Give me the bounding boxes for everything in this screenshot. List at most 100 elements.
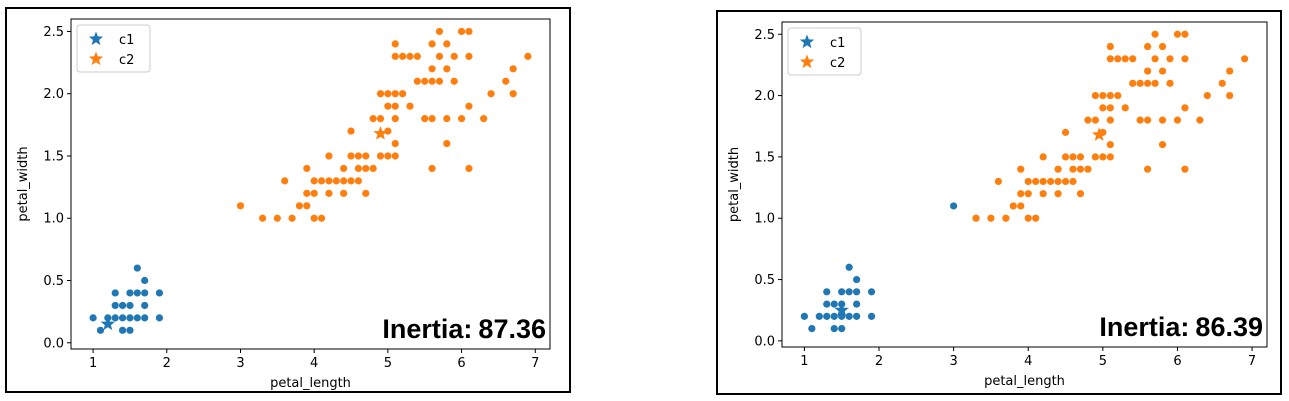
data-point-c1	[133, 264, 141, 272]
data-point-c1	[133, 314, 141, 322]
data-point-c2	[1121, 104, 1129, 112]
data-point-c2	[413, 52, 421, 60]
data-point-c1	[838, 288, 846, 296]
data-point-c1	[111, 301, 119, 310]
data-point-c2	[376, 90, 385, 98]
data-point-c2	[1061, 153, 1070, 161]
legend-marker-c2-star	[799, 54, 815, 69]
data-point-c2	[1151, 79, 1159, 87]
data-point-c2	[310, 214, 318, 222]
x-tick-label: 2	[163, 356, 171, 371]
legend-marker-c1-star	[799, 34, 815, 49]
data-point-c2	[1076, 165, 1085, 173]
data-point-c2	[1144, 42, 1152, 51]
data-point-c2	[443, 139, 451, 148]
x-tick-label: 4	[1024, 354, 1032, 369]
y-tick-label: 0.0	[754, 334, 775, 349]
data-point-c2	[1039, 190, 1047, 198]
y-tick-label: 2.0	[43, 87, 64, 102]
data-point-c2	[1129, 55, 1137, 63]
data-point-c1	[118, 314, 127, 322]
data-point-c2	[1009, 202, 1017, 210]
data-point-c2	[1106, 116, 1114, 124]
data-point-c2	[1144, 165, 1152, 173]
data-point-c2	[1136, 79, 1144, 87]
data-point-c2	[362, 189, 370, 197]
data-point-c1	[126, 314, 134, 322]
y-tick-label: 1.5	[754, 150, 775, 165]
data-point-c2	[362, 164, 370, 173]
inertia-annotation: Inertia: 87.36	[382, 314, 546, 344]
data-point-c2	[384, 102, 392, 110]
data-point-c2	[1129, 79, 1137, 87]
data-point-c1	[96, 326, 105, 334]
data-point-c2	[391, 40, 399, 48]
data-point-c2	[1136, 116, 1144, 124]
data-point-c2	[347, 152, 355, 160]
data-point-c2	[1091, 91, 1099, 100]
data-point-c2	[1241, 55, 1249, 63]
data-point-c2	[399, 90, 407, 98]
centroid-c2-star	[1091, 127, 1107, 141]
data-point-c2	[1054, 165, 1062, 173]
data-point-c1	[141, 289, 149, 297]
data-point-c2	[340, 164, 348, 173]
data-point-c2	[369, 115, 377, 123]
y-tick-label: 1.5	[43, 149, 64, 164]
data-point-c2	[317, 177, 326, 185]
data-point-c2	[443, 65, 451, 73]
data-point-c2	[524, 52, 532, 60]
data-point-c1	[126, 289, 134, 297]
legend-label-c1: c1	[119, 33, 134, 48]
data-point-c1	[853, 288, 861, 296]
data-point-c2	[1099, 104, 1107, 112]
data-point-c2	[1099, 153, 1107, 161]
data-point-c2	[1226, 91, 1234, 100]
data-point-c2	[1061, 177, 1070, 186]
x-tick-label: 4	[310, 356, 318, 371]
data-point-c1	[155, 289, 164, 297]
data-point-c2	[465, 52, 473, 60]
inertia-value: 86.39	[1195, 312, 1263, 342]
data-point-c1	[950, 202, 958, 210]
data-point-c2	[1151, 30, 1159, 38]
data-point-c2	[1166, 55, 1174, 63]
data-point-c2	[1091, 116, 1099, 124]
inertia-label: Inertia:	[382, 314, 472, 344]
data-point-c1	[126, 301, 134, 310]
data-point-c2	[421, 115, 429, 123]
data-point-c2	[1114, 55, 1122, 63]
data-point-c2	[435, 27, 444, 36]
data-point-c2	[332, 177, 340, 185]
y-tick-label: 1.0	[754, 212, 775, 227]
data-point-c2	[376, 152, 385, 160]
data-point-c2	[288, 214, 296, 222]
y-tick-label: 0.5	[43, 274, 64, 289]
data-point-c2	[1039, 177, 1047, 186]
data-point-c2	[1173, 30, 1182, 38]
chart-panel-right: 1 2 3 4 5 6 7 0.0 0.5 1.0 1.5 2.0 2.5 petal_length pet…	[716, 10, 1282, 395]
data-point-c1	[853, 275, 861, 284]
data-point-c2	[354, 177, 362, 185]
x-tick-label: 5	[1099, 354, 1107, 369]
data-point-c2	[435, 77, 444, 85]
data-point-c2	[1203, 91, 1211, 100]
data-point-c2	[1054, 190, 1062, 198]
x-tick-label: 3	[236, 356, 244, 371]
centroid-c1-star	[834, 302, 849, 317]
data-point-c2	[1039, 153, 1047, 161]
data-point-c2	[1091, 153, 1099, 161]
data-point-c2	[1084, 165, 1092, 173]
data-point-c2	[428, 65, 436, 73]
data-point-c2	[391, 102, 399, 110]
data-point-c1	[111, 314, 119, 322]
data-point-c2	[391, 115, 399, 123]
x-tick-label: 6	[457, 356, 465, 371]
data-point-c1	[867, 288, 876, 296]
data-point-c1	[853, 300, 861, 308]
data-point-c2	[1054, 177, 1062, 186]
legend-marker-c2-star	[88, 51, 104, 66]
data-point-c2	[428, 115, 436, 123]
data-point-c2	[1121, 55, 1129, 63]
